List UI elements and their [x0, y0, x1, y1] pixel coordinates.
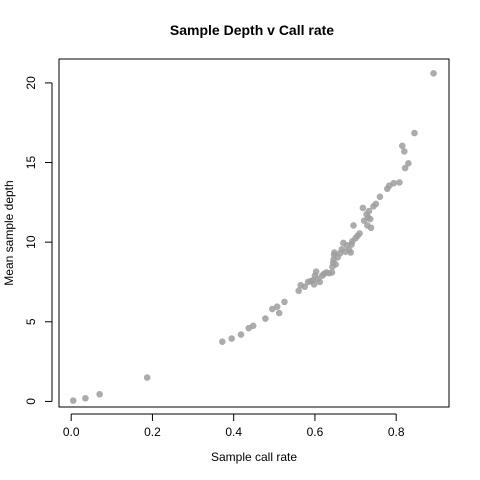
- data-point: [347, 249, 354, 256]
- data-point: [237, 331, 245, 338]
- plot-frame: [58, 58, 450, 408]
- data-point: [262, 315, 269, 322]
- y-tick-label: 0: [24, 398, 38, 405]
- data-point: [295, 287, 302, 295]
- data-point: [273, 303, 281, 310]
- x-tick-label: 0.4: [225, 425, 242, 439]
- y-tick-label: 20: [24, 76, 38, 90]
- x-tick-label: 0.0: [63, 425, 80, 439]
- data-point: [228, 335, 235, 342]
- data-point: [249, 322, 257, 330]
- data-point: [359, 204, 367, 212]
- data-point: [405, 160, 412, 167]
- x-tick-label: 0.6: [307, 425, 324, 439]
- data-point: [350, 222, 357, 229]
- x-tick-label: 0.2: [144, 425, 161, 439]
- data-point: [96, 390, 103, 398]
- data-point: [143, 374, 151, 381]
- data-point: [372, 200, 380, 208]
- data-point: [356, 230, 363, 237]
- data-point: [401, 164, 409, 172]
- data-point: [366, 215, 374, 223]
- x-tick-label: 0.8: [388, 425, 405, 439]
- y-axis: 0 5 10 15 20: [24, 76, 53, 405]
- data-point: [411, 129, 418, 137]
- data-point: [219, 338, 226, 346]
- data-point: [401, 148, 408, 155]
- chart-title: Sample Depth v Call rate: [170, 22, 334, 38]
- y-tick-label: 5: [24, 318, 38, 325]
- data-point: [396, 179, 403, 186]
- data-point: [430, 70, 437, 77]
- data-point: [82, 394, 89, 402]
- data-point: [281, 298, 288, 306]
- data-point: [332, 261, 339, 268]
- y-axis-label: Mean sample depth: [2, 180, 16, 285]
- data-points: [69, 70, 437, 404]
- data-point: [69, 397, 77, 404]
- x-axis: 0.0 0.2 0.4 0.6 0.8: [63, 413, 405, 439]
- data-point: [301, 283, 309, 291]
- x-axis-label: Sample call rate: [211, 450, 297, 464]
- data-point: [367, 224, 375, 232]
- data-point: [331, 249, 338, 256]
- data-point: [310, 281, 318, 288]
- data-point: [376, 193, 384, 201]
- data-point: [316, 278, 324, 286]
- data-point: [390, 179, 398, 187]
- data-point: [312, 268, 320, 275]
- y-tick-label: 15: [24, 156, 38, 170]
- y-tick-label: 10: [24, 235, 38, 249]
- data-point: [365, 207, 373, 215]
- data-point: [328, 269, 336, 276]
- data-point: [398, 142, 406, 150]
- data-point: [268, 305, 276, 313]
- data-point: [275, 309, 283, 317]
